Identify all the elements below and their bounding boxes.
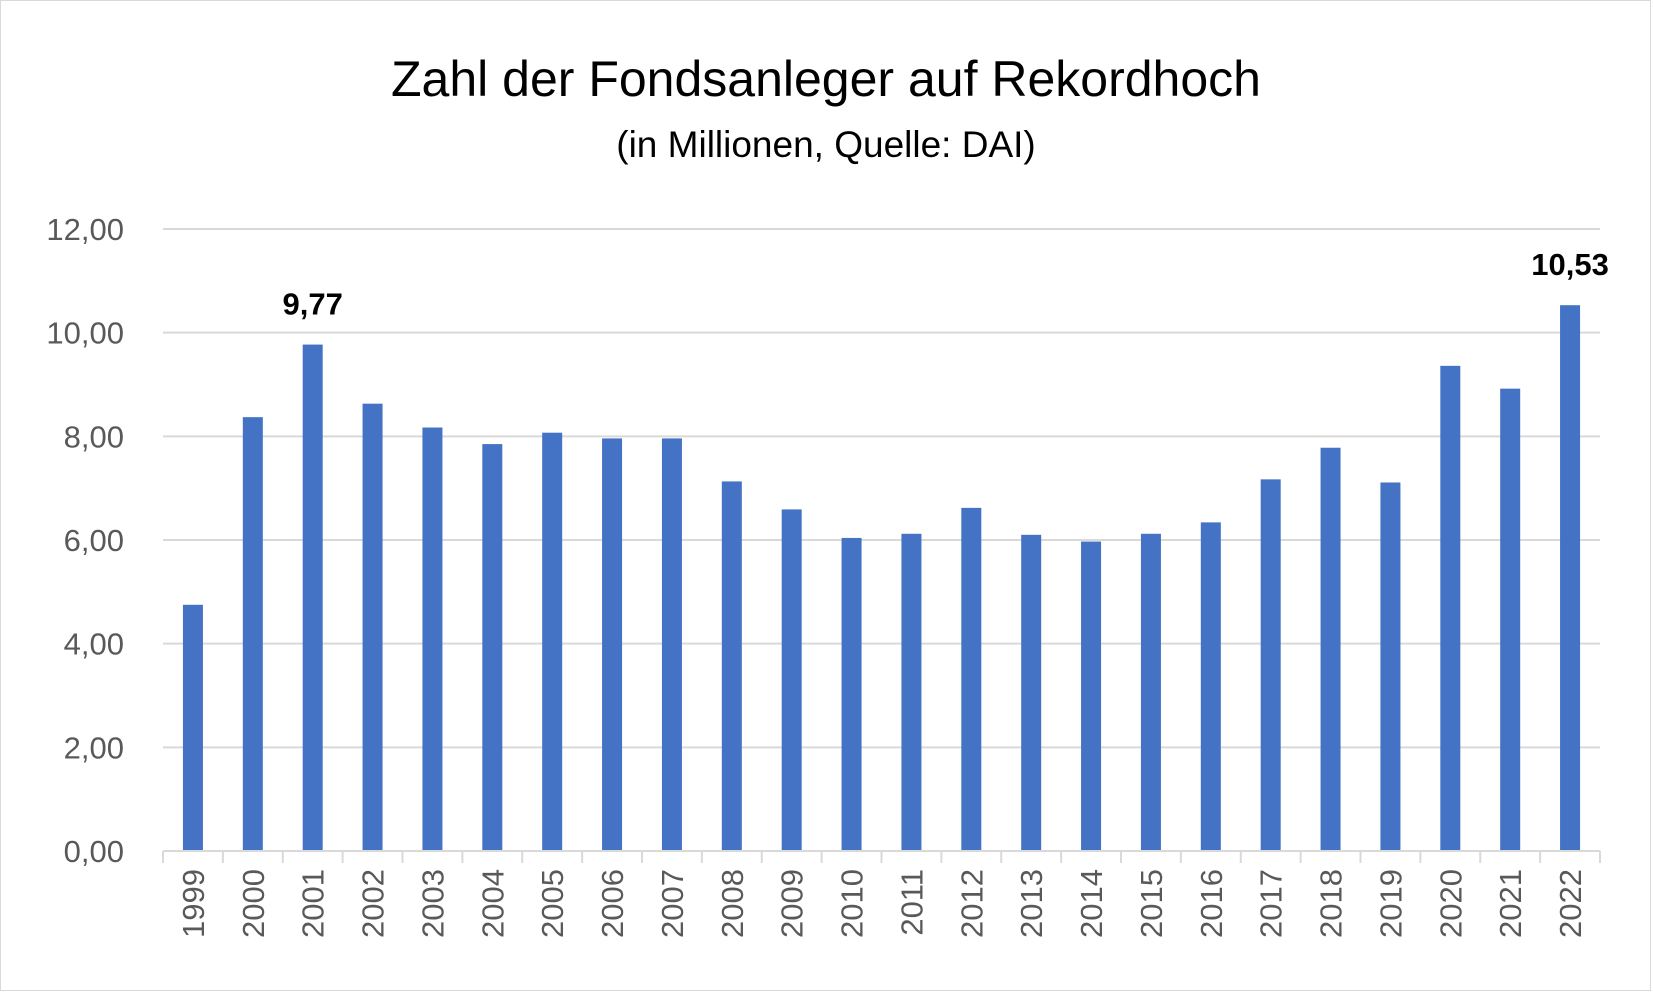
bar-2017 xyxy=(1260,479,1281,851)
x-tick-label: 1999 xyxy=(176,869,211,938)
bar-2003 xyxy=(422,427,443,851)
x-tick-label: 2022 xyxy=(1553,869,1588,938)
x-tick-label: 2012 xyxy=(954,869,989,938)
bar-2019 xyxy=(1380,482,1401,851)
y-axis-labels: 0,00 2,00 4,00 6,00 8,00 10,00 12,00 xyxy=(46,212,124,869)
bar-2016 xyxy=(1200,522,1221,851)
chart-title: Zahl der Fondsanleger auf Rekordhoch xyxy=(391,51,1261,107)
bar-2002 xyxy=(362,403,383,851)
x-tick-label: 2013 xyxy=(1014,869,1049,938)
bars xyxy=(182,305,1581,851)
x-tick-label: 2014 xyxy=(1074,869,1109,938)
bar-2008 xyxy=(721,481,742,851)
x-tick-label: 2018 xyxy=(1314,869,1349,938)
bar-2006 xyxy=(602,438,623,851)
x-tick-label: 2011 xyxy=(894,869,929,936)
data-labels: 9,77 10,53 xyxy=(283,247,1609,321)
bar-2009 xyxy=(781,509,802,851)
data-label-2001: 9,77 xyxy=(283,287,343,322)
bar-2020 xyxy=(1440,365,1461,851)
bar-2022 xyxy=(1560,305,1581,851)
bar-2014 xyxy=(1081,541,1102,851)
x-tick-label: 2020 xyxy=(1433,869,1468,938)
x-tick-label: 2004 xyxy=(475,869,510,938)
y-tick-label: 6,00 xyxy=(64,523,124,558)
bar-2005 xyxy=(542,432,563,851)
data-label-2022: 10,53 xyxy=(1531,247,1609,282)
x-tick-label: 2016 xyxy=(1194,869,1229,938)
x-tick-label: 2017 xyxy=(1254,869,1289,938)
x-tick-label: 2001 xyxy=(296,869,331,938)
bar-2011 xyxy=(901,533,922,851)
x-tick-label: 2006 xyxy=(595,869,630,938)
y-tick-label: 0,00 xyxy=(64,834,124,869)
x-axis: 1999 2000 2001 2002 2003 2004 2005 2006 2007 2008… xyxy=(162,850,1601,938)
bar-2004 xyxy=(482,444,503,851)
bar-2013 xyxy=(1021,534,1042,851)
bar-2012 xyxy=(961,507,982,851)
y-tick-label: 10,00 xyxy=(46,316,124,351)
x-tick-label: 2007 xyxy=(655,869,690,938)
x-tick-label: 2010 xyxy=(835,869,870,938)
x-tick-label: 2005 xyxy=(535,869,570,938)
bar-2010 xyxy=(841,537,862,851)
bar-2015 xyxy=(1140,533,1161,851)
gridlines xyxy=(163,228,1600,749)
x-tick-label: 2000 xyxy=(236,869,271,938)
x-tick-label: 2015 xyxy=(1134,869,1169,938)
x-tick-label: 2021 xyxy=(1493,869,1528,938)
chart-subtitle: (in Millionen, Quelle: DAI) xyxy=(616,124,1035,165)
x-tick-label: 2002 xyxy=(356,869,391,938)
y-tick-label: 8,00 xyxy=(64,419,124,454)
bar-2000 xyxy=(242,417,263,851)
bar-1999 xyxy=(182,604,203,851)
x-tick-label: 2009 xyxy=(775,869,810,938)
y-tick-label: 12,00 xyxy=(46,212,124,247)
bar-2018 xyxy=(1320,447,1341,851)
x-tick-label: 2008 xyxy=(715,869,750,938)
y-tick-label: 4,00 xyxy=(64,627,124,662)
x-tick-label: 2003 xyxy=(415,869,450,938)
y-tick-label: 2,00 xyxy=(64,730,124,765)
bar-2007 xyxy=(661,438,682,851)
bar-2001 xyxy=(302,344,323,851)
x-tick-label: 2019 xyxy=(1373,869,1408,938)
bar-2021 xyxy=(1500,388,1521,851)
